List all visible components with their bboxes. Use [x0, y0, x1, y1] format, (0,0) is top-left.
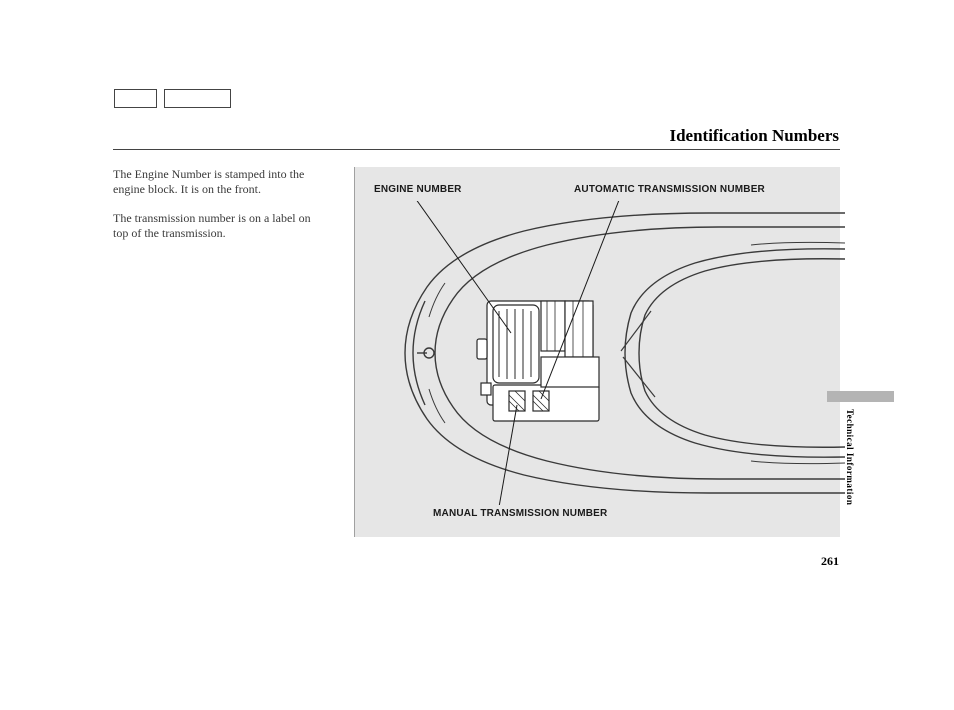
label-auto-transmission: AUTOMATIC TRANSMISSION NUMBER	[574, 184, 765, 195]
nav-box-1[interactable]	[114, 89, 157, 108]
paragraph-2: The transmission number is on a label on…	[113, 211, 325, 241]
header-rule	[113, 149, 840, 150]
top-nav-boxes	[114, 89, 231, 108]
label-manual-transmission: MANUAL TRANSMISSION NUMBER	[433, 508, 607, 519]
car-diagram	[369, 201, 845, 505]
label-engine-number: ENGINE NUMBER	[374, 184, 462, 195]
diagram-panel: ENGINE NUMBER AUTOMATIC TRANSMISSION NUM…	[354, 167, 840, 537]
body-text: The Engine Number is stamped into the en…	[113, 167, 325, 255]
nav-box-2[interactable]	[164, 89, 231, 108]
section-tab	[827, 391, 894, 402]
page-title: Identification Numbers	[669, 126, 839, 146]
section-label: Technical Information	[845, 409, 855, 505]
paragraph-1: The Engine Number is stamped into the en…	[113, 167, 325, 197]
manual-page: Identification Numbers The Engine Number…	[0, 0, 954, 710]
page-number: 261	[821, 554, 839, 569]
